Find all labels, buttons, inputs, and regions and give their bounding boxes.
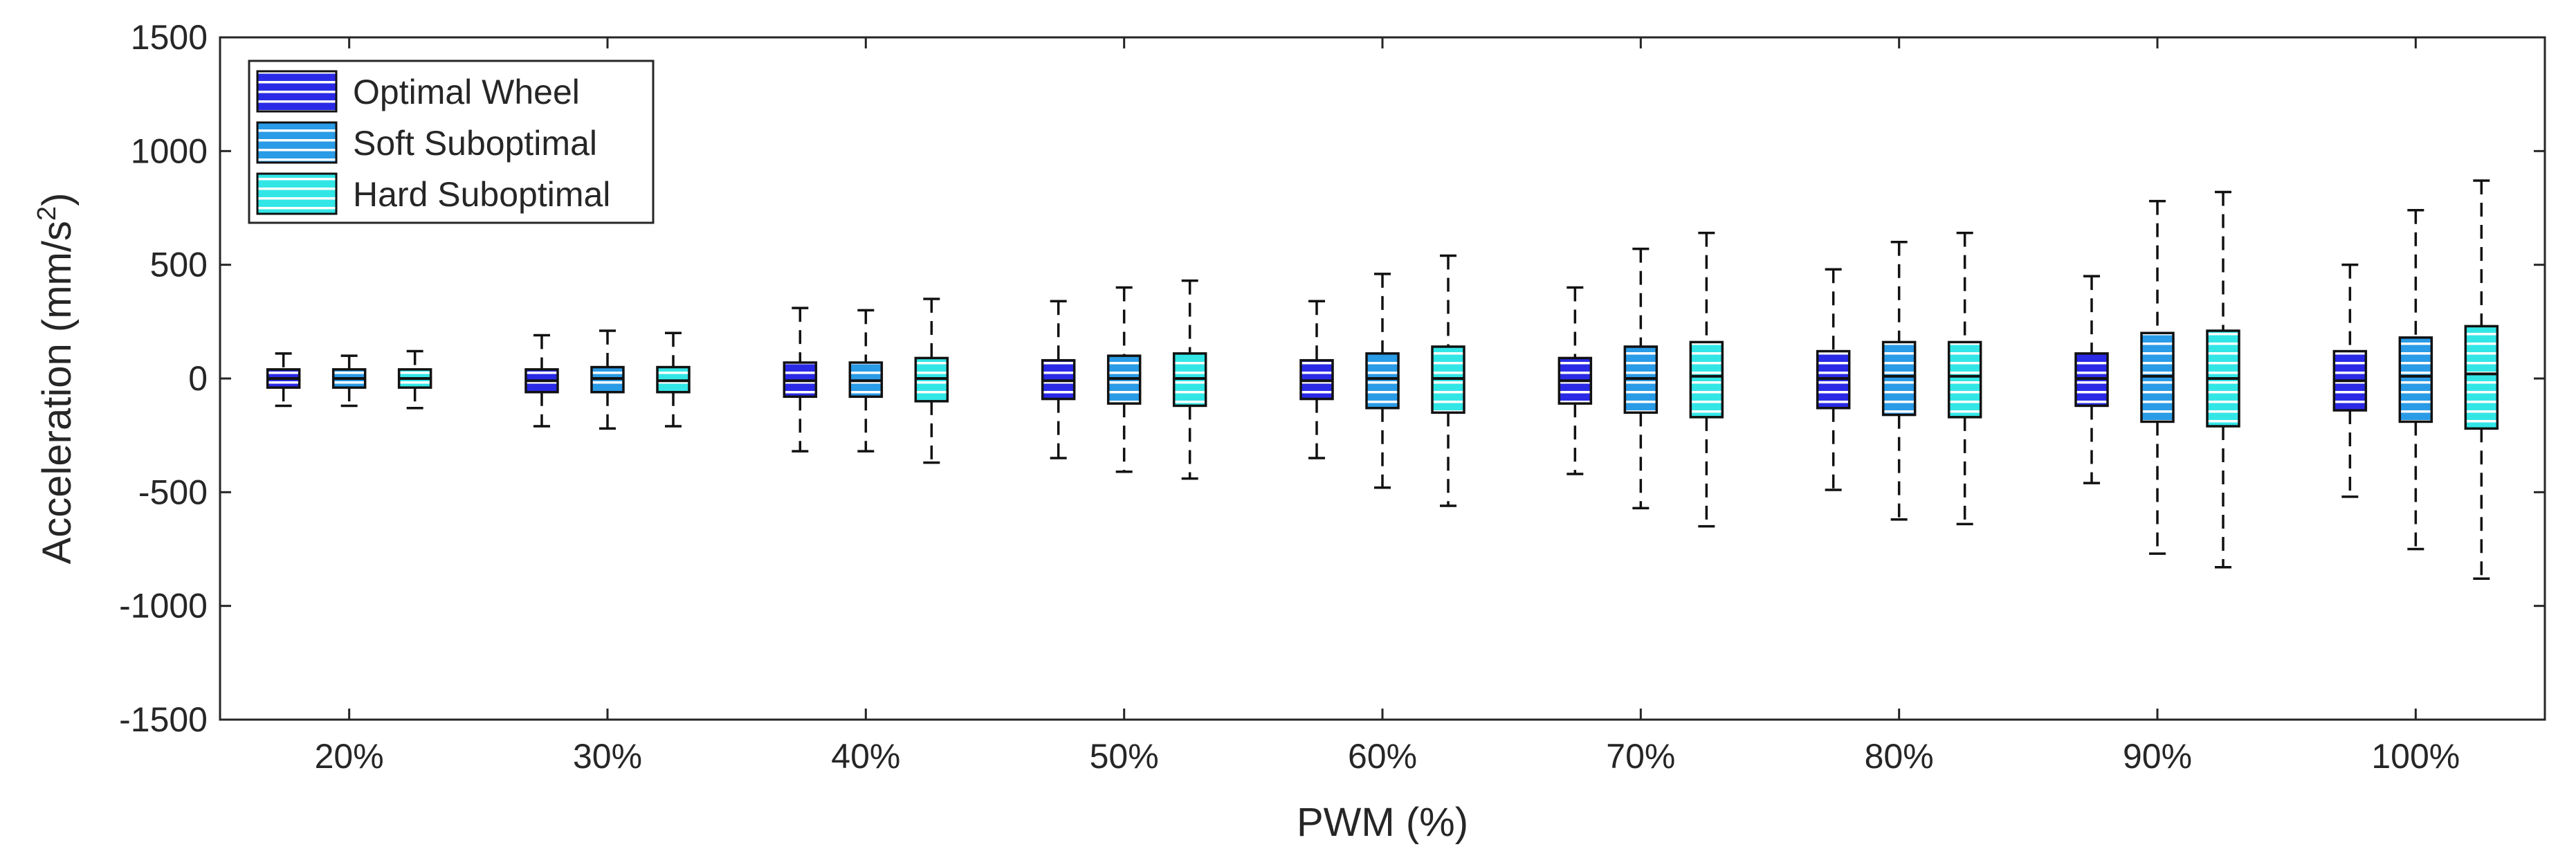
ticks-layer: -1500 -1000 -500 0 500 1000 1500 20% 30% 40% 50% 60…: [119, 18, 2545, 776]
box-soft-suboptimal-20: [331, 354, 367, 408]
x-tick-label: 90%: [2123, 737, 2192, 776]
box-hard-suboptimal-30: [656, 331, 691, 428]
box-iqr: [2398, 336, 2433, 423]
y-tick-label: -1500: [119, 700, 208, 739]
box-optimal-wheel-70: [1558, 286, 1593, 475]
box-hard-suboptimal-40: [914, 298, 949, 464]
y-axis-title-superscript: 2: [33, 206, 62, 221]
box-optimal-wheel-50: [1041, 300, 1076, 459]
box-optimal-wheel-60: [1299, 300, 1334, 459]
legend: Optimal Wheel Soft Suboptimal Hard Subop…: [248, 60, 655, 224]
box-soft-suboptimal-40: [848, 309, 884, 453]
box-hard-suboptimal-80: [1947, 231, 1982, 526]
x-axis-title: PWM (%): [1297, 800, 1468, 845]
box-iqr: [1947, 340, 1982, 419]
x-tick-label: 70%: [1606, 737, 1675, 776]
box-optimal-wheel-40: [783, 307, 818, 453]
box-iqr: [2464, 325, 2499, 430]
x-tick-label: 50%: [1090, 737, 1159, 776]
box-iqr: [1881, 340, 1917, 417]
box-soft-suboptimal-30: [590, 329, 625, 430]
x-tick-label: 100%: [2371, 737, 2460, 776]
box-soft-suboptimal-80: [1881, 241, 1917, 521]
plot-frame: [219, 36, 2546, 721]
boxes-layer: [266, 179, 2499, 580]
box-optimal-wheel-100: [2332, 263, 2368, 498]
y-tick-label: -500: [138, 473, 208, 511]
box-soft-suboptimal-100: [2398, 209, 2433, 551]
y-tick-label: 1000: [131, 131, 208, 170]
box-hard-suboptimal-50: [1172, 279, 1207, 480]
box-optimal-wheel-90: [2074, 275, 2109, 484]
legend-label-hard-suboptimal: Hard Suboptimal: [353, 175, 610, 214]
box-iqr: [1365, 352, 1400, 410]
box-optimal-wheel-80: [1816, 268, 1851, 491]
y-axis-title: Acceleration (mm/s2): [33, 193, 80, 565]
box-soft-suboptimal-70: [1623, 247, 1659, 510]
x-tick-label: 30%: [573, 737, 642, 776]
box-optimal-wheel-30: [524, 334, 559, 428]
legend-label-soft-suboptimal: Soft Suboptimal: [353, 124, 597, 163]
box-optimal-wheel-20: [266, 352, 301, 408]
box-soft-suboptimal-50: [1106, 286, 1142, 473]
x-tick-label: 60%: [1348, 737, 1417, 776]
box-hard-suboptimal-20: [397, 349, 432, 410]
y-tick-label: -1000: [119, 587, 208, 626]
legend-label-optimal-wheel: Optimal Wheel: [353, 73, 580, 111]
legend-swatch-optimal-wheel: [256, 70, 338, 113]
y-tick-label: 500: [150, 246, 208, 284]
legend-swatch-hard-suboptimal: [256, 172, 338, 215]
box-soft-suboptimal-60: [1365, 273, 1400, 489]
box-hard-suboptimal-70: [1689, 231, 1724, 528]
y-tick-label: 1500: [131, 18, 208, 57]
box-iqr: [1689, 340, 1724, 419]
legend-swatch-soft-suboptimal: [256, 121, 338, 164]
box-hard-suboptimal-100: [2464, 179, 2499, 580]
x-tick-label: 80%: [1865, 737, 1934, 776]
box-soft-suboptimal-90: [2140, 199, 2175, 555]
x-tick-label: 40%: [831, 737, 900, 776]
y-tick-label: 0: [188, 359, 208, 398]
x-tick-label: 20%: [315, 737, 384, 776]
box-hard-suboptimal-60: [1431, 254, 1465, 507]
box-hard-suboptimal-90: [2206, 190, 2240, 569]
